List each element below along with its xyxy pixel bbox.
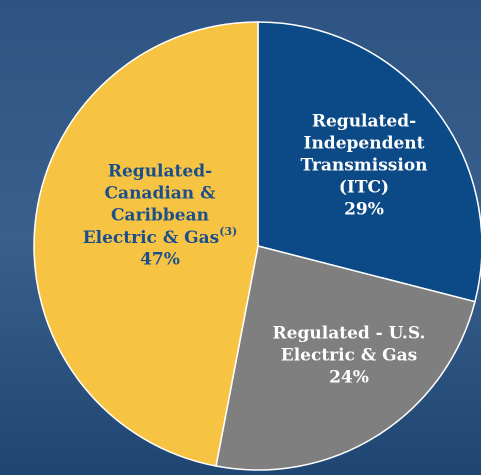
slice-label: Caribbean	[111, 206, 209, 226]
pie-slice	[215, 245, 476, 471]
slice-label: Electric & Gas(3)	[83, 225, 238, 248]
pie-slice	[33, 21, 259, 467]
pie-slice	[257, 21, 481, 303]
slice-label: Transmission	[300, 156, 427, 176]
value-label: 24%	[329, 368, 369, 388]
value-label: 47%	[140, 250, 180, 270]
slice-label: Independent	[304, 134, 425, 154]
slice-label: Regulated-	[108, 162, 212, 182]
slice-label: (ITC)	[339, 178, 389, 198]
slice-label: Canadian &	[105, 184, 217, 204]
slice-label: Electric & Gas	[281, 346, 418, 366]
slice-label-text: Electric & Gas	[83, 228, 220, 248]
value-label: 29%	[344, 200, 384, 220]
slice-label: Regulated - U.S.	[273, 324, 426, 344]
footnote-mark: (3)	[219, 225, 237, 238]
slice-label: Regulated-	[312, 112, 416, 132]
